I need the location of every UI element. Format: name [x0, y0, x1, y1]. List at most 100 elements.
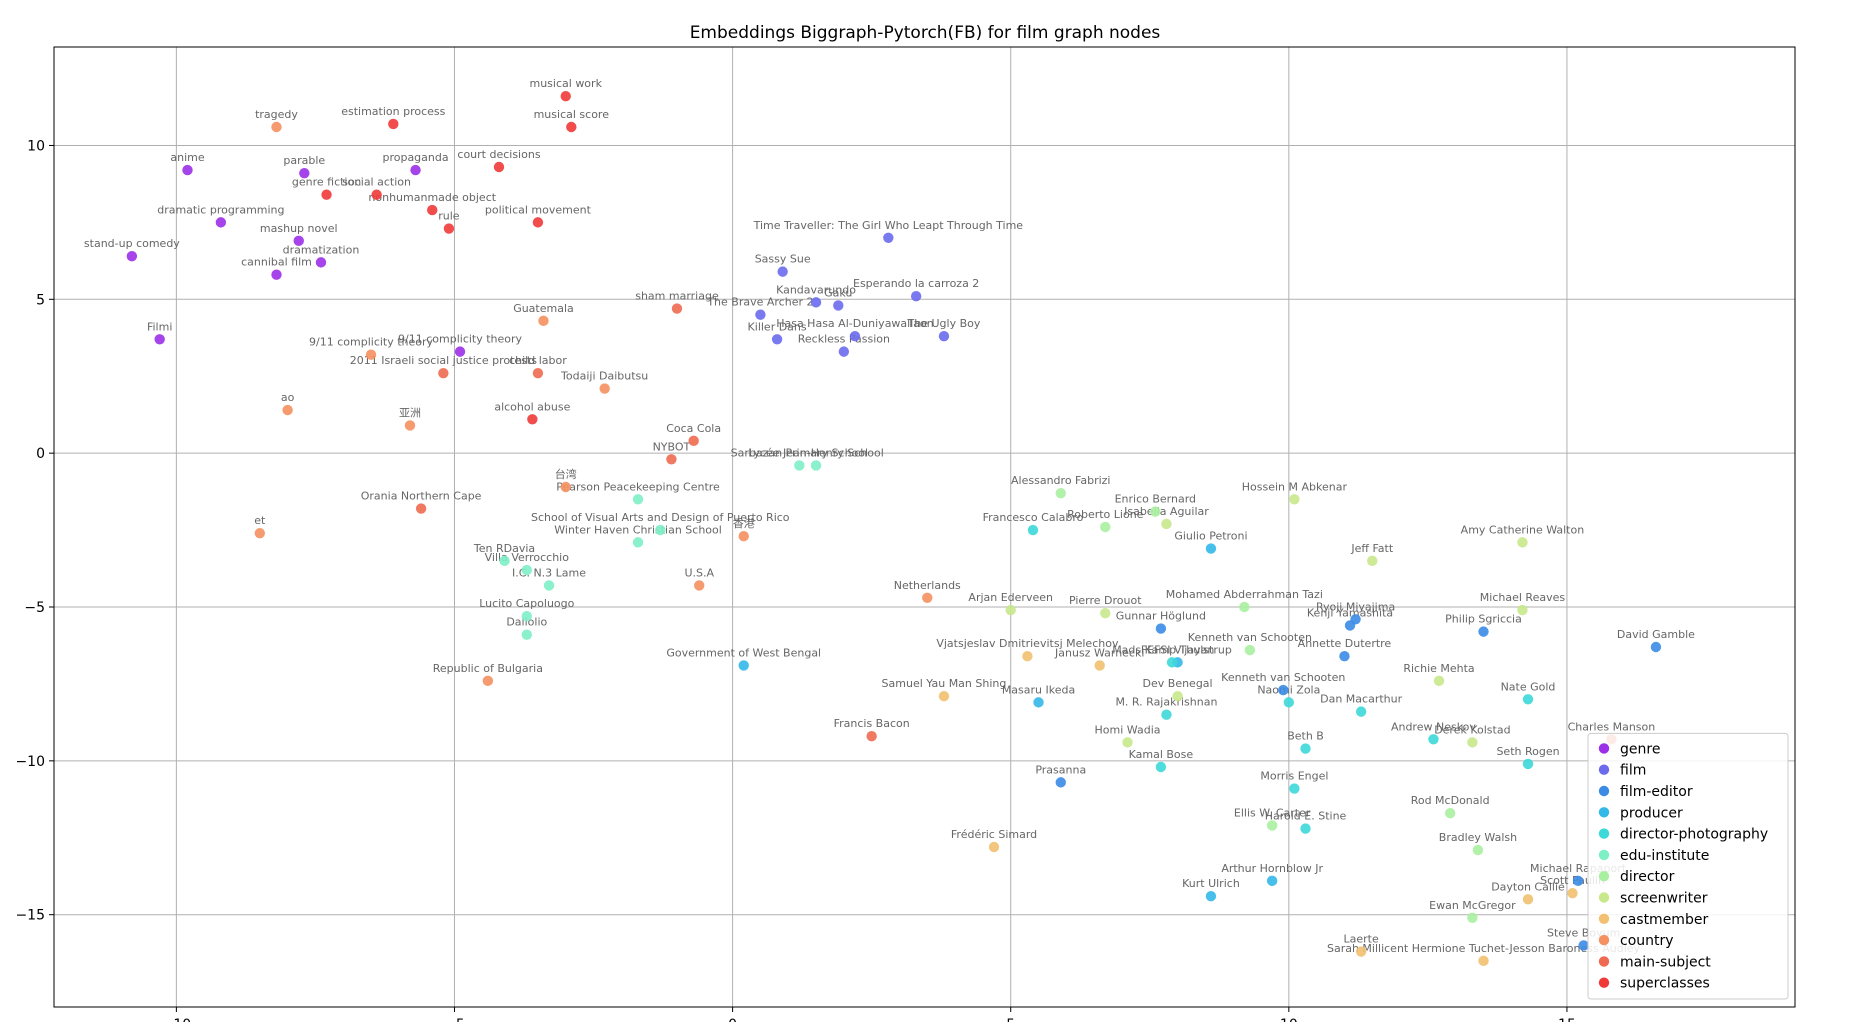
data-point-screenwriter: [1005, 604, 1016, 616]
point-label: Kenji Yamashita: [1307, 606, 1393, 619]
data-point-superclasses: [321, 189, 332, 200]
data-point-film-editor: [1578, 940, 1589, 951]
point-label: 香港: [733, 517, 755, 530]
chart-title: Embeddings Biggraph-Pytorch(FB) for film…: [690, 23, 1161, 43]
point-label: Hasa Hasa Al-Duniyawallaon: [776, 317, 934, 330]
data-point-genre: [315, 257, 327, 268]
data-point-director-photography: [1428, 734, 1439, 745]
point-label: cannibal film: [241, 256, 312, 269]
legend-label: main-subject: [1620, 954, 1711, 970]
data-point-genre: [299, 167, 310, 179]
point-label: Ryoji Miyajima: [1316, 600, 1395, 613]
data-point-edu-institute: [632, 537, 644, 548]
point-labels: anime parable propaganda dramatic programmi…: [84, 77, 1695, 955]
data-point-edu-institute: [521, 629, 532, 640]
data-point-director-photography: [1355, 706, 1367, 717]
y-tick-label: −15: [15, 908, 45, 924]
data-point-main-subject: [666, 454, 677, 465]
data-point-director-photography: [1283, 697, 1295, 708]
point-label: 9/11 complicity theory: [398, 333, 523, 346]
y-tick-label: 10: [27, 138, 45, 154]
data-point-superclasses: [388, 118, 399, 130]
point-label: Winter Haven Christian School: [554, 523, 722, 536]
legend-label: screenwriter: [1620, 891, 1708, 907]
data-point-edu-institute: [794, 460, 805, 471]
data-point-superclasses: [527, 414, 538, 425]
data-point-castmember: [1567, 887, 1578, 899]
point-label: Charles Manson: [1568, 720, 1656, 733]
point-label: Villa Verrocchio: [485, 551, 570, 564]
legend-label: superclasses: [1620, 976, 1710, 992]
point-label: estimation process: [341, 105, 445, 118]
data-point-genre: [454, 346, 466, 357]
point-label: Amy Catherine Walton: [1461, 523, 1585, 536]
data-point-film-editor: [1478, 626, 1489, 637]
point-label: U.S.A: [684, 566, 714, 579]
data-point-director-photography: [1300, 823, 1311, 834]
data-point-genre: [215, 217, 227, 228]
data-point-film-editor: [1278, 684, 1289, 696]
data-point-screenwriter: [1467, 737, 1478, 748]
data-point-main-subject: [438, 367, 449, 379]
point-label: Rod McDonald: [1411, 794, 1490, 807]
legend-label: country: [1620, 933, 1674, 949]
point-label: Time Traveller: The Girl Who Leapt Throu…: [753, 219, 1024, 232]
y-tick-label: −5: [24, 600, 45, 616]
point-label: Kurt Ulrich: [1182, 877, 1240, 890]
point-label: Dan Macarthur: [1320, 693, 1402, 706]
data-point-film-editor: [1339, 651, 1350, 662]
point-label: Reckless Passion: [798, 333, 890, 346]
data-point-screenwriter: [1517, 604, 1528, 616]
data-point-superclasses: [566, 121, 577, 133]
data-point-main-subject: [688, 435, 699, 447]
data-point-film-editor: [1572, 875, 1584, 887]
data-point-director-photography: [1522, 694, 1534, 705]
legend-label: genre: [1620, 741, 1660, 757]
data-point-screenwriter: [1289, 494, 1300, 505]
point-label: Andrew Neskov: [1391, 720, 1476, 733]
point-label: Derek Kolstad: [1434, 723, 1510, 736]
point-label: sham marriage: [635, 290, 719, 303]
data-point-film: [938, 331, 950, 342]
legend-label: director-photography: [1620, 827, 1768, 843]
point-label: mashup novel: [260, 222, 338, 235]
axis-ticks: −10 −5 0 5 10 15 10 5 0 −5 −10 −15: [15, 138, 1575, 1022]
point-label: nonhumanmade object: [368, 191, 496, 204]
point-label: Filmi: [147, 320, 172, 333]
point-label: Killer Dans: [748, 320, 807, 333]
point-label: genre fiction: [292, 176, 361, 189]
point-label: Nate Gold: [1501, 680, 1556, 693]
data-point-director: [1467, 912, 1478, 923]
point-label: Kenneth van Schooten: [1188, 631, 1312, 644]
data-point-edu-institute: [543, 580, 555, 591]
data-point-film-editor: [1650, 641, 1662, 653]
x-tick-label: 15: [1558, 1017, 1576, 1022]
point-label: Netherlands: [894, 579, 961, 592]
legend-marker: [1598, 871, 1610, 882]
data-point-superclasses: [532, 217, 544, 228]
point-label: Ewan McGregor: [1429, 899, 1516, 912]
legend-marker: [1598, 956, 1610, 967]
point-label: Frédéric Simard: [951, 828, 1037, 841]
data-point-genre: [293, 235, 304, 247]
legend-marker: [1598, 977, 1610, 988]
legend-marker: [1598, 913, 1610, 924]
point-label: FEFSI Vijayan: [1141, 643, 1215, 656]
data-point-country: [271, 121, 282, 133]
data-point-edu-institute: [499, 555, 510, 567]
point-label: Michael Reaves: [1480, 591, 1566, 604]
point-label: 台湾: [555, 467, 577, 481]
point-label: Coca Cola: [666, 422, 721, 435]
data-point-superclasses: [371, 189, 382, 200]
point-label: Hossein M Abkenar: [1242, 480, 1348, 493]
plot-area-frame: [53, 46, 1796, 1008]
point-label: Esperando la carroza 2: [853, 277, 979, 290]
legend-marker: [1598, 764, 1610, 775]
point-label: Masaru Ikeda: [1002, 683, 1075, 696]
point-label: Sarbazan Primary School: [731, 446, 868, 459]
y-tick-label: 0: [36, 446, 45, 462]
point-label: tragedy: [255, 108, 298, 121]
point-label: Sarah Millicent Hermione Tuchet-Jesson B…: [1327, 942, 1641, 955]
point-label: Kandavarundo: [776, 283, 856, 296]
